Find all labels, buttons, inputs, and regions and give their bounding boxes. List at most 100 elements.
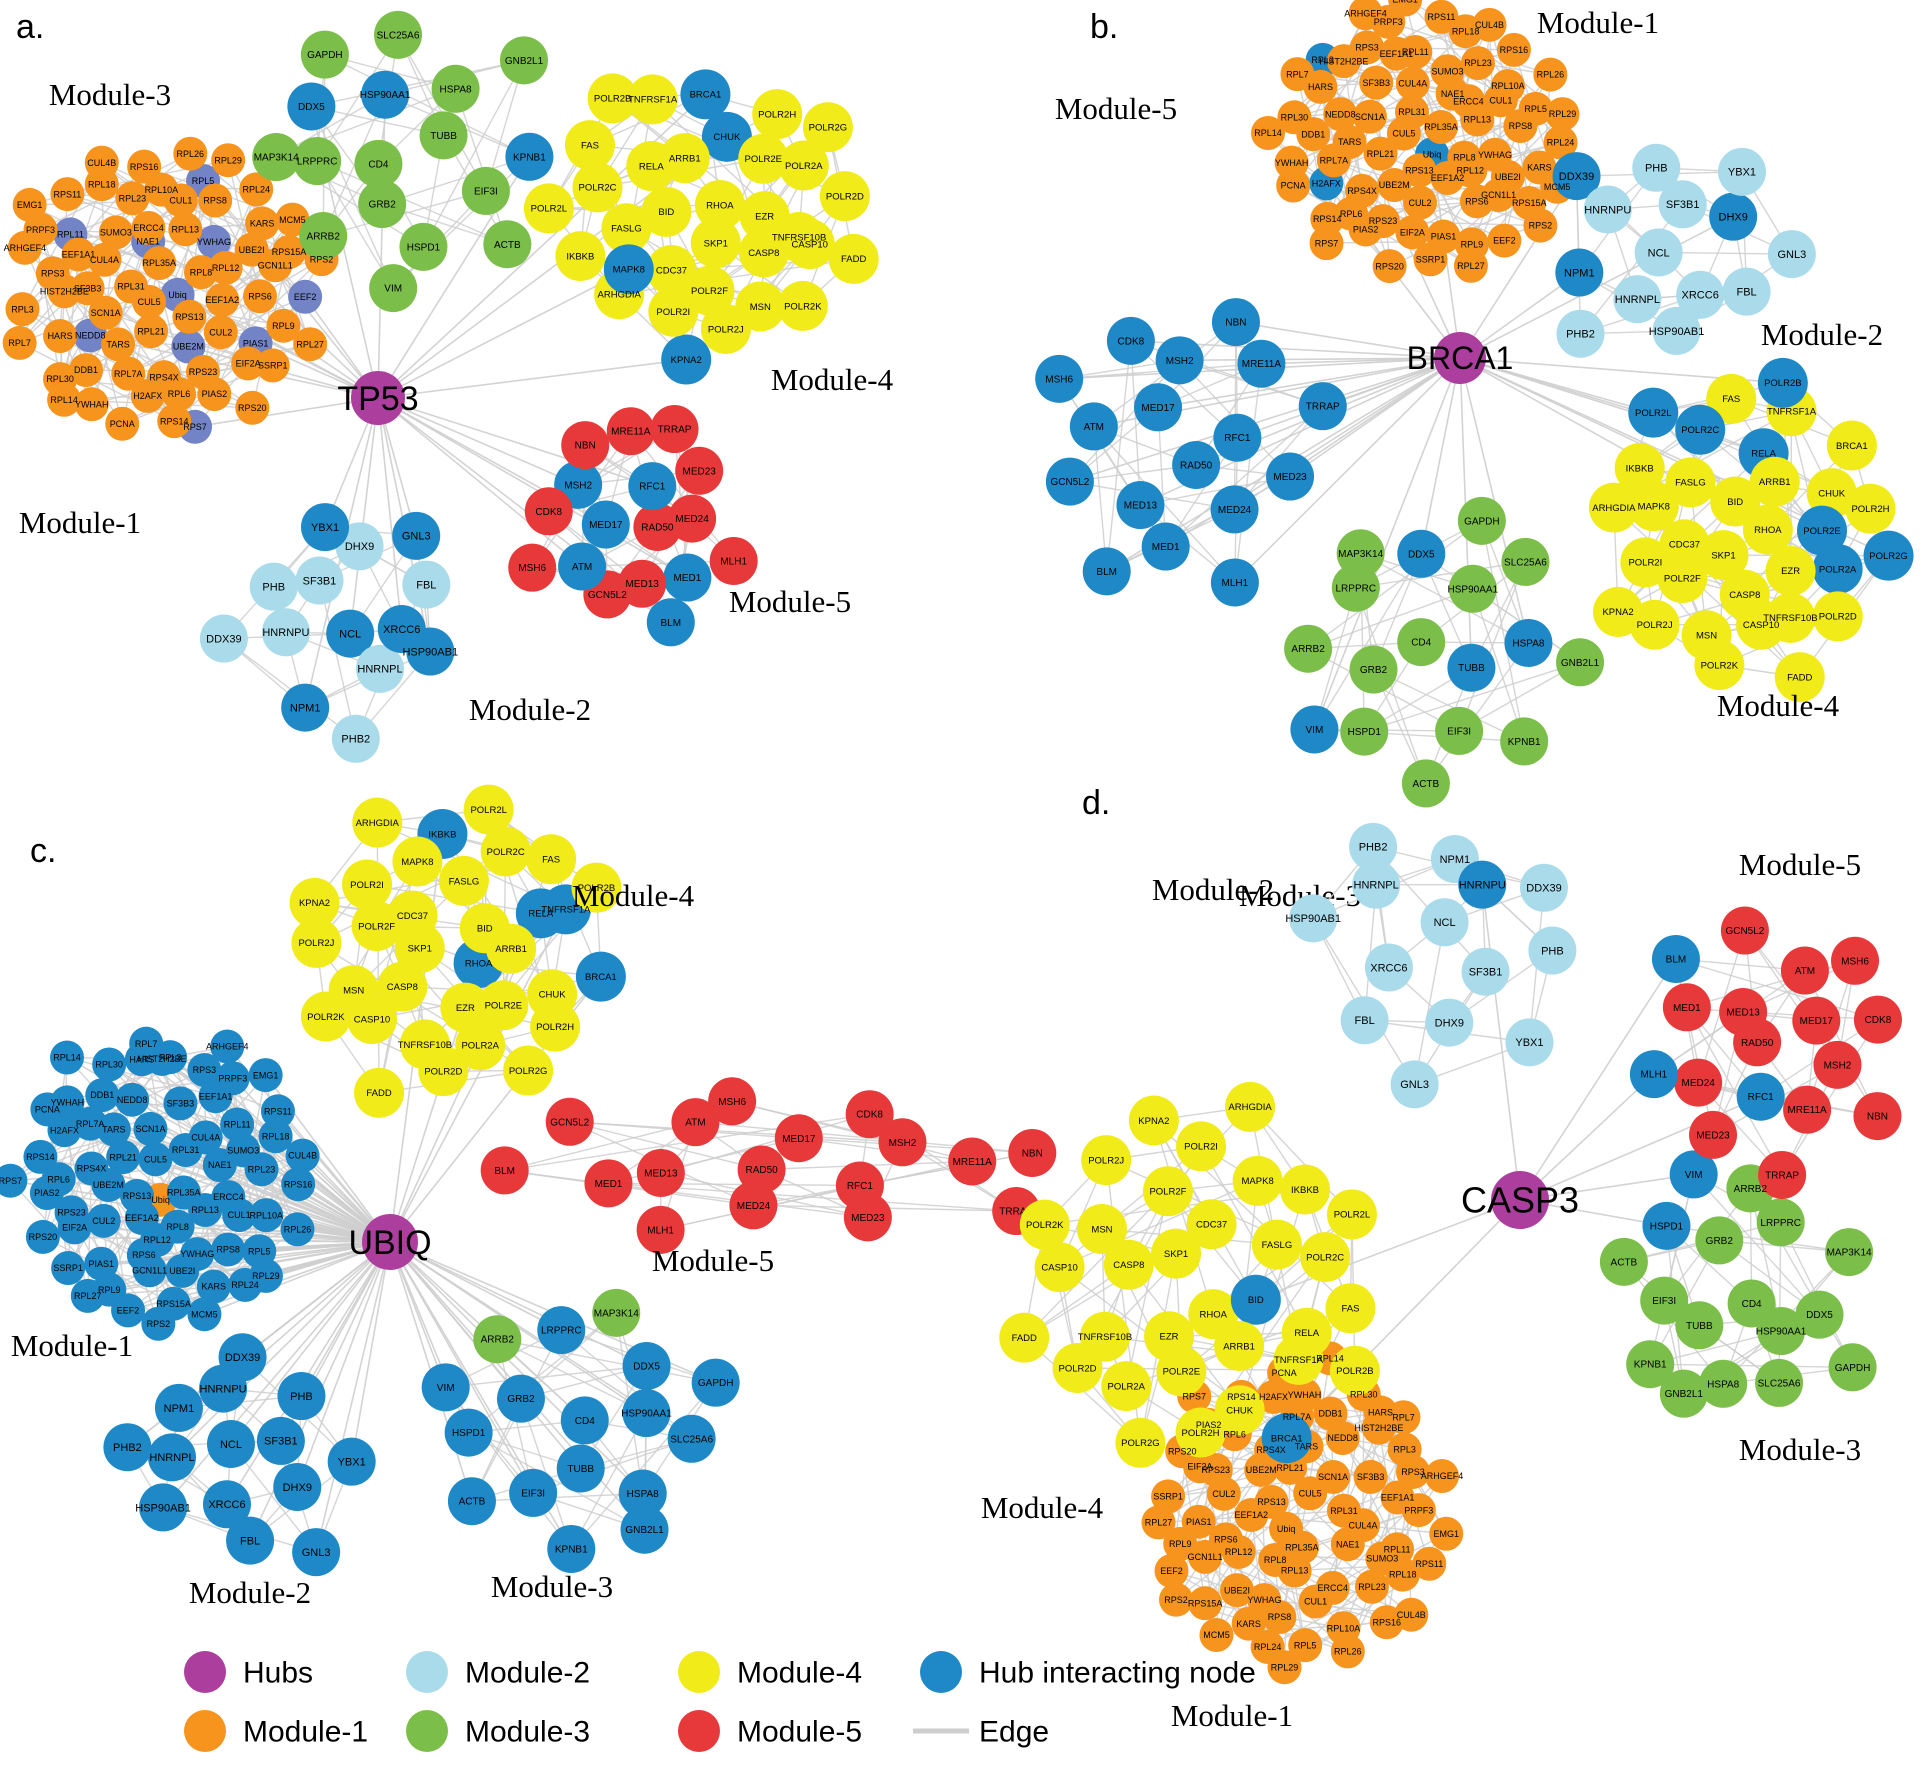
node-NCL[interactable] [1634, 228, 1683, 277]
node-MRE11A[interactable] [1783, 1085, 1832, 1134]
node-GNL3[interactable] [1767, 230, 1816, 279]
node-RPS16[interactable] [281, 1167, 316, 1202]
node-CUL2[interactable] [203, 315, 238, 350]
node-BID[interactable] [641, 186, 692, 237]
node-RPS8[interactable] [211, 1232, 246, 1267]
node-DDX39[interactable] [199, 614, 248, 663]
node-HNRNPL[interactable] [1352, 860, 1401, 909]
node-CASP10[interactable] [1034, 1242, 1085, 1293]
node-NPM1[interactable] [281, 683, 330, 732]
hub-node-TP53[interactable] [351, 371, 405, 425]
node-RPS14[interactable] [23, 1139, 58, 1174]
node-RPS3[interactable] [1395, 1454, 1430, 1489]
node-POLR2K[interactable] [777, 280, 828, 331]
node-SUMO3[interactable] [98, 215, 133, 250]
node-PRPF3[interactable] [215, 1061, 250, 1096]
node-SUMO3[interactable] [226, 1133, 261, 1168]
node-FASLG[interactable] [438, 855, 489, 906]
node-RPL23[interactable] [1460, 46, 1495, 81]
node-SLC25A6[interactable] [667, 1414, 716, 1463]
node-GNL3[interactable] [292, 1528, 341, 1577]
node-NCL[interactable] [1420, 898, 1469, 947]
node-SLC25A6[interactable] [1501, 537, 1550, 586]
node-BRCA1[interactable] [575, 951, 626, 1002]
node-ARRB1[interactable] [1214, 1320, 1265, 1371]
node-CDK8[interactable] [845, 1090, 894, 1139]
node-HIST2H2BE[interactable] [145, 1041, 180, 1076]
node-CUL5[interactable] [1293, 1476, 1328, 1511]
node-CUL2[interactable] [1206, 1476, 1241, 1511]
node-PIAS2[interactable] [1348, 212, 1383, 247]
node-NCL[interactable] [326, 609, 375, 658]
node-ARHGEF4[interactable] [7, 230, 42, 265]
node-RPL30[interactable] [92, 1047, 127, 1082]
hub-node-BRCA1[interactable] [1434, 332, 1486, 384]
node-RPS14[interactable] [157, 404, 192, 439]
node-EIF3I[interactable] [1435, 706, 1484, 755]
node-MSH2[interactable] [1813, 1040, 1862, 1089]
node-TNFRSF1A[interactable] [627, 74, 678, 125]
node-RPS16[interactable] [127, 149, 162, 184]
node-SSRP1[interactable] [255, 348, 290, 383]
hub-node-UBIQ[interactable] [362, 1214, 418, 1270]
node-UBE2M[interactable] [1377, 168, 1412, 203]
node-RPS16[interactable] [1496, 32, 1531, 67]
node-FBL[interactable] [1340, 996, 1389, 1045]
node-RPS4X[interactable] [74, 1151, 109, 1186]
node-TUBB[interactable] [556, 1444, 605, 1493]
node-SF3B1[interactable] [1658, 180, 1707, 229]
node-HSPD1[interactable] [399, 222, 448, 271]
node-HSPA8[interactable] [1504, 618, 1553, 667]
node-PHB[interactable] [277, 1372, 326, 1421]
node-ACTB[interactable] [447, 1477, 496, 1526]
node-NPM1[interactable] [1555, 248, 1604, 297]
node-RPL8[interactable] [1258, 1542, 1293, 1577]
node-DDX5[interactable] [287, 82, 336, 131]
node-GNL3[interactable] [392, 511, 441, 560]
node-RPL23[interactable] [115, 181, 150, 216]
node-GNL3[interactable] [1390, 1060, 1439, 1109]
node-RPL18[interactable] [1385, 1557, 1420, 1592]
node-CD4[interactable] [560, 1396, 609, 1445]
node-FAS[interactable] [1325, 1283, 1376, 1334]
node-ATM[interactable] [671, 1098, 720, 1147]
node-HSPA8[interactable] [618, 1469, 667, 1518]
node-POLR2A[interactable] [1812, 544, 1863, 595]
node-RPL7A[interactable] [1316, 143, 1351, 178]
node-HNRNPL[interactable] [1613, 275, 1662, 324]
node-RPL27[interactable] [1453, 248, 1488, 283]
node-RPL14[interactable] [50, 1040, 85, 1075]
node-NBN[interactable] [1853, 1092, 1902, 1141]
node-KARS[interactable] [245, 206, 280, 241]
node-LRPPRC[interactable] [537, 1306, 586, 1355]
node-RPL26[interactable] [1330, 1634, 1365, 1669]
node-RPL35A[interactable] [142, 246, 177, 281]
node-POLR2I[interactable] [342, 859, 393, 910]
node-EMG1[interactable] [248, 1058, 283, 1093]
node-RFC1[interactable] [628, 462, 677, 511]
node-HSP90AA1[interactable] [1448, 564, 1497, 613]
node-RPL24[interactable] [1543, 125, 1578, 160]
node-MSH2[interactable] [878, 1118, 927, 1167]
node-CASP8[interactable] [377, 961, 428, 1012]
node-FASLG[interactable] [601, 203, 652, 254]
node-ERCC4[interactable] [131, 210, 166, 245]
node-IKBKB[interactable] [1614, 443, 1665, 494]
node-RPL30[interactable] [43, 362, 78, 397]
node-GNB2L1[interactable] [1556, 638, 1605, 687]
node-POLR2K[interactable] [1019, 1199, 1070, 1250]
node-MED13[interactable] [636, 1148, 685, 1197]
node-PCNA[interactable] [105, 406, 140, 441]
node-RPS2[interactable] [141, 1306, 176, 1341]
node-HIST2H2BE[interactable] [1326, 44, 1361, 79]
node-MLH1[interactable] [709, 536, 758, 585]
node-DHX9[interactable] [273, 1462, 322, 1511]
node-HSP90AB1[interactable] [1652, 306, 1701, 355]
node-HARS[interactable] [43, 319, 78, 354]
node-POLR2B[interactable] [587, 73, 638, 124]
node-GCN5L2[interactable] [1720, 906, 1769, 955]
node-MSH6[interactable] [1831, 936, 1880, 985]
node-RPS6[interactable] [243, 279, 278, 314]
node-POLR2A[interactable] [778, 140, 829, 191]
node-SSRP1[interactable] [1413, 242, 1448, 277]
